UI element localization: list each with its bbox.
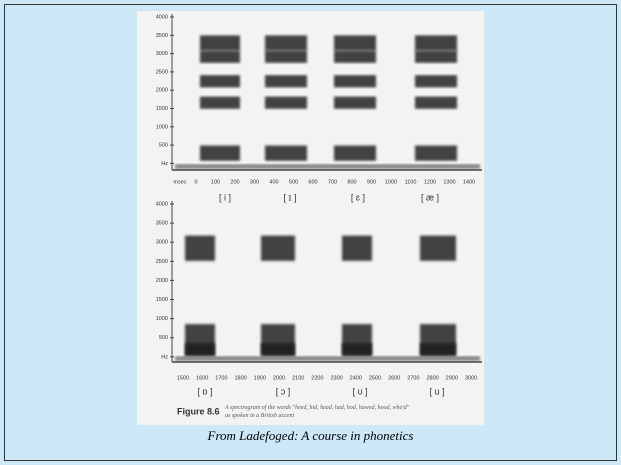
formant-band <box>415 146 457 161</box>
y-tick-label: 2000 <box>156 278 168 284</box>
formant-band <box>415 35 457 50</box>
x-tick-label: 1300 <box>443 179 455 185</box>
formant-band <box>185 236 215 261</box>
vowel-label: [ ɪ ] <box>283 192 296 202</box>
page: Figure 8.6 A spectrogram of the words "h… <box>0 0 621 465</box>
x-tick-label: 1000 <box>385 179 397 185</box>
x-tick-label: 600 <box>308 179 317 185</box>
formant-band <box>334 51 376 63</box>
x-tick-label: 500 <box>289 179 298 185</box>
vowel-label: [ u ] <box>429 386 444 396</box>
formant-band <box>185 343 215 356</box>
image-background <box>137 11 484 425</box>
formant-band <box>200 146 240 161</box>
x-tick-label: 400 <box>269 179 278 185</box>
x-tick-label: 1900 <box>254 375 266 381</box>
formant-band <box>200 51 240 63</box>
x-tick-label: 3000 <box>465 375 477 381</box>
y-tick-label: 3000 <box>156 51 168 57</box>
x-tick-label: 1600 <box>196 375 208 381</box>
vowel-label: [ æ ] <box>421 192 439 202</box>
y-tick-label: 2000 <box>156 88 168 94</box>
y-tick-label: 2500 <box>156 69 168 75</box>
x-tick-label: 2800 <box>426 375 438 381</box>
formant-band <box>420 343 456 356</box>
x-tick-label: 100 <box>211 179 220 185</box>
y-tick-label: 3500 <box>156 33 168 39</box>
x-tick-label: 2700 <box>407 375 419 381</box>
formant-band <box>265 51 307 63</box>
y-tick-label: 1000 <box>156 316 168 322</box>
x-tick-label: 2600 <box>388 375 400 381</box>
voicing-bar <box>175 356 480 361</box>
y-tick-label: 1000 <box>156 124 168 130</box>
formant-band <box>265 146 307 161</box>
formant-band <box>415 51 457 63</box>
formant-band <box>420 236 456 261</box>
formant-band <box>342 236 372 261</box>
x-tick-label: 700 <box>328 179 337 185</box>
voicing-bar <box>175 164 480 169</box>
vowel-label: [ i ] <box>219 192 231 202</box>
formant-band <box>415 97 457 109</box>
formant-band <box>334 97 376 109</box>
x-tick-label: 2200 <box>311 375 323 381</box>
x-tick-label: 2900 <box>446 375 458 381</box>
formant-band <box>415 75 457 87</box>
x-tick-label: 300 <box>250 179 259 185</box>
y-tick-label: 500 <box>159 335 168 341</box>
y-tick-label: 1500 <box>156 297 168 303</box>
x-tick-label: 2000 <box>273 375 285 381</box>
formant-band <box>342 343 372 356</box>
caption-label: Figure 8.6 <box>177 406 220 416</box>
formant-band <box>334 75 376 87</box>
x-tick-label: 2500 <box>369 375 381 381</box>
formant-band <box>200 97 240 109</box>
formant-band <box>261 236 295 261</box>
y-tick-label: 3000 <box>156 240 168 246</box>
x-tick-label: 2300 <box>330 375 342 381</box>
y-tick-label: 4000 <box>156 14 168 20</box>
formant-band <box>265 75 307 87</box>
y-tick-label: 2500 <box>156 259 168 265</box>
x-tick-label: 1200 <box>424 179 436 185</box>
vowel-label: [ ɛ ] <box>351 192 365 202</box>
x-tick-label: 200 <box>230 179 239 185</box>
spectrogram-figure: Figure 8.6 A spectrogram of the words "h… <box>137 11 484 425</box>
formant-band <box>200 75 240 87</box>
x-unit: msec <box>173 179 186 185</box>
y-tick-label: 500 <box>159 143 168 149</box>
vowel-label: [ ʊ ] <box>352 386 367 396</box>
source-caption: From Ladefoged: A course in phonetics <box>0 428 621 444</box>
formant-band <box>334 146 376 161</box>
x-tick-label: 1800 <box>234 375 246 381</box>
formant-band <box>261 343 295 356</box>
x-tick-label: 1500 <box>177 375 189 381</box>
vowel-label: [ ɔ ] <box>276 386 291 396</box>
formant-band <box>334 35 376 50</box>
x-tick-label: 1100 <box>405 179 417 185</box>
x-tick-label: 2100 <box>292 375 304 381</box>
caption-text: A spectrogram of the words "heed, hid, h… <box>225 404 415 420</box>
x-tick-label: 0 <box>194 179 197 185</box>
formant-band <box>265 97 307 109</box>
y-tick-label: 3500 <box>156 221 168 227</box>
y-tick-label: Hz <box>161 161 168 167</box>
x-tick-label: 1400 <box>463 179 475 185</box>
formant-band <box>265 35 307 50</box>
formant-band <box>200 35 240 50</box>
caption-box: A spectrogram of the words "heed, hid, h… <box>225 404 415 425</box>
y-tick-label: 4000 <box>156 201 168 207</box>
x-tick-label: 900 <box>367 179 376 185</box>
y-tick-label: 1500 <box>156 106 168 112</box>
x-tick-label: 1700 <box>215 375 227 381</box>
x-tick-label: 2400 <box>350 375 362 381</box>
vowel-label: [ ɒ ] <box>197 386 212 396</box>
x-tick-label: 800 <box>347 179 356 185</box>
y-tick-label: Hz <box>161 354 168 360</box>
